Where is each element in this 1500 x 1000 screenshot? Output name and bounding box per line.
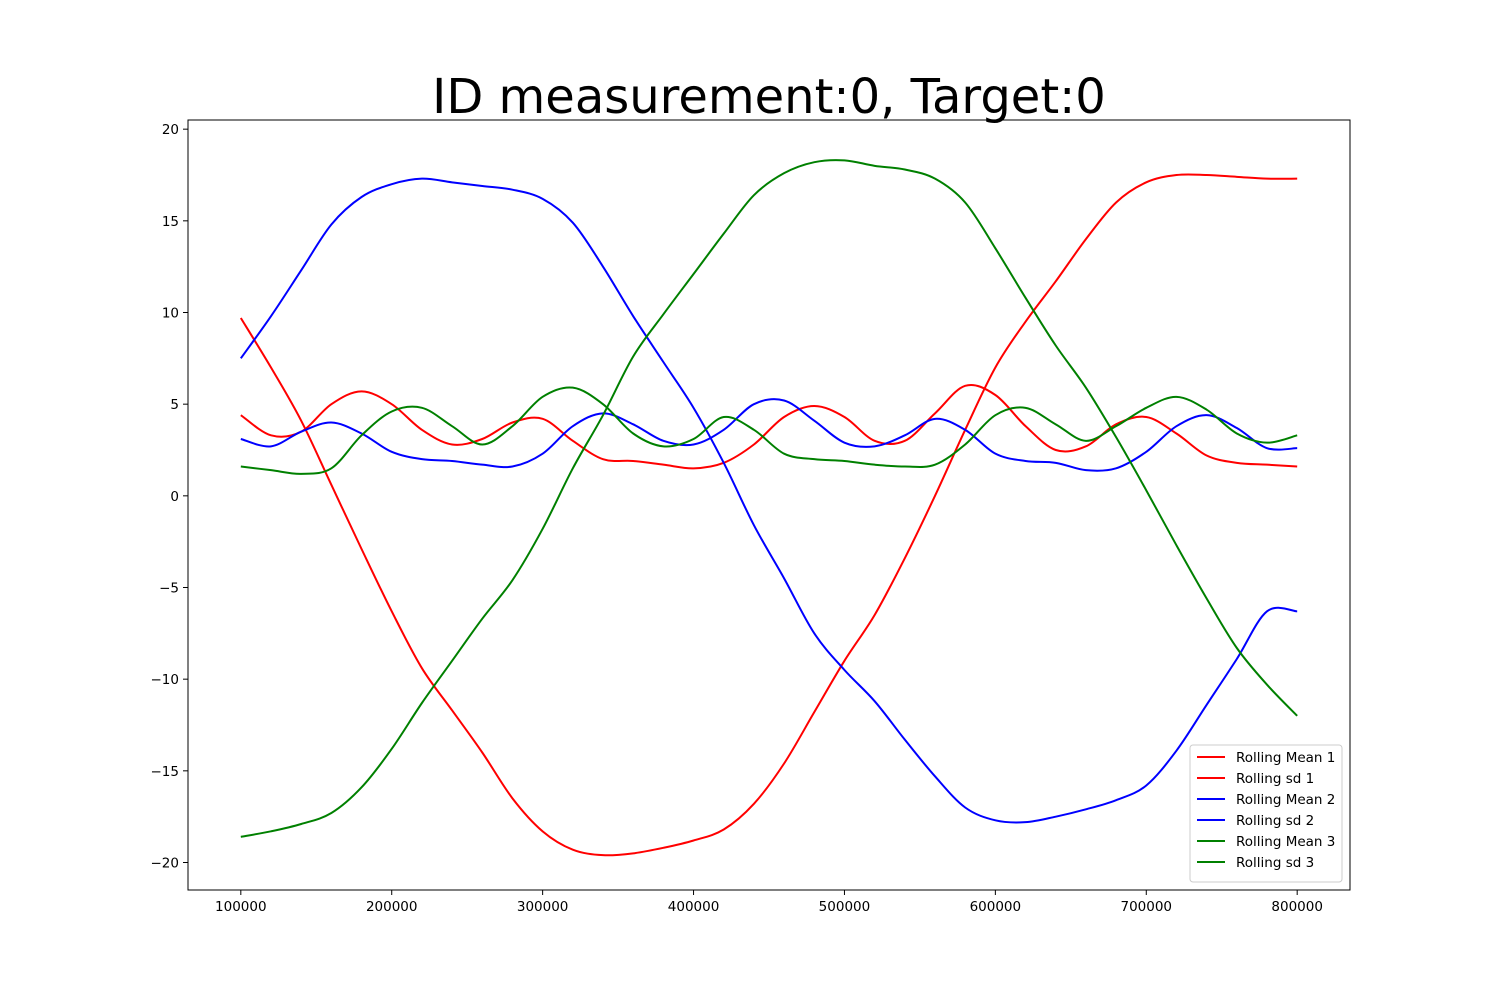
legend-label: Rolling sd 3 bbox=[1236, 855, 1314, 871]
chart-title: ID measurement:0, Target:0 bbox=[432, 69, 1106, 125]
y-tick-label: −15 bbox=[151, 764, 180, 780]
x-tick-label: 500000 bbox=[819, 899, 871, 915]
y-tick-label: 15 bbox=[162, 214, 179, 230]
series-lines bbox=[239, 159, 1298, 857]
x-tick-label: 100000 bbox=[215, 899, 267, 915]
legend-label: Rolling sd 2 bbox=[1236, 813, 1314, 829]
x-axis-ticks: 100000 200000 300000 400000 500000 600000 7000… bbox=[215, 890, 1323, 915]
series-line-2 bbox=[240, 384, 1298, 470]
x-tick-label: 700000 bbox=[1120, 899, 1172, 915]
y-axis-ticks: 20 15 10 5 0 −5 −10 −15 −20 bbox=[151, 122, 188, 872]
y-tick-label: −10 bbox=[151, 672, 180, 688]
legend-label: Rolling sd 1 bbox=[1236, 771, 1314, 787]
series-line-6 bbox=[240, 386, 1298, 475]
legend: Rolling Mean 1 Rolling sd 1 Rolling Mean 2… bbox=[1189, 744, 1343, 883]
x-tick-label: 300000 bbox=[517, 899, 569, 915]
x-tick-label: 200000 bbox=[366, 899, 418, 915]
series-line-5 bbox=[240, 159, 1298, 838]
legend-label: Rolling Mean 3 bbox=[1236, 834, 1335, 850]
series-line-3 bbox=[240, 177, 1298, 824]
y-tick-label: −20 bbox=[151, 856, 180, 872]
y-tick-label: 5 bbox=[170, 397, 179, 413]
x-tick-label: 800000 bbox=[1271, 899, 1323, 915]
y-tick-label: 10 bbox=[162, 306, 179, 322]
series-line-1 bbox=[239, 173, 1298, 857]
legend-label: Rolling Mean 1 bbox=[1236, 750, 1335, 766]
y-tick-label: −5 bbox=[159, 581, 179, 597]
legend-label: Rolling Mean 2 bbox=[1236, 792, 1335, 808]
series-line-4 bbox=[240, 398, 1298, 472]
axes-frame bbox=[187, 119, 1351, 891]
x-tick-label: 400000 bbox=[668, 899, 720, 915]
legend-box bbox=[1189, 744, 1343, 883]
y-tick-label: 20 bbox=[162, 122, 179, 138]
y-tick-label: 0 bbox=[170, 489, 179, 505]
x-tick-label: 600000 bbox=[970, 899, 1022, 915]
